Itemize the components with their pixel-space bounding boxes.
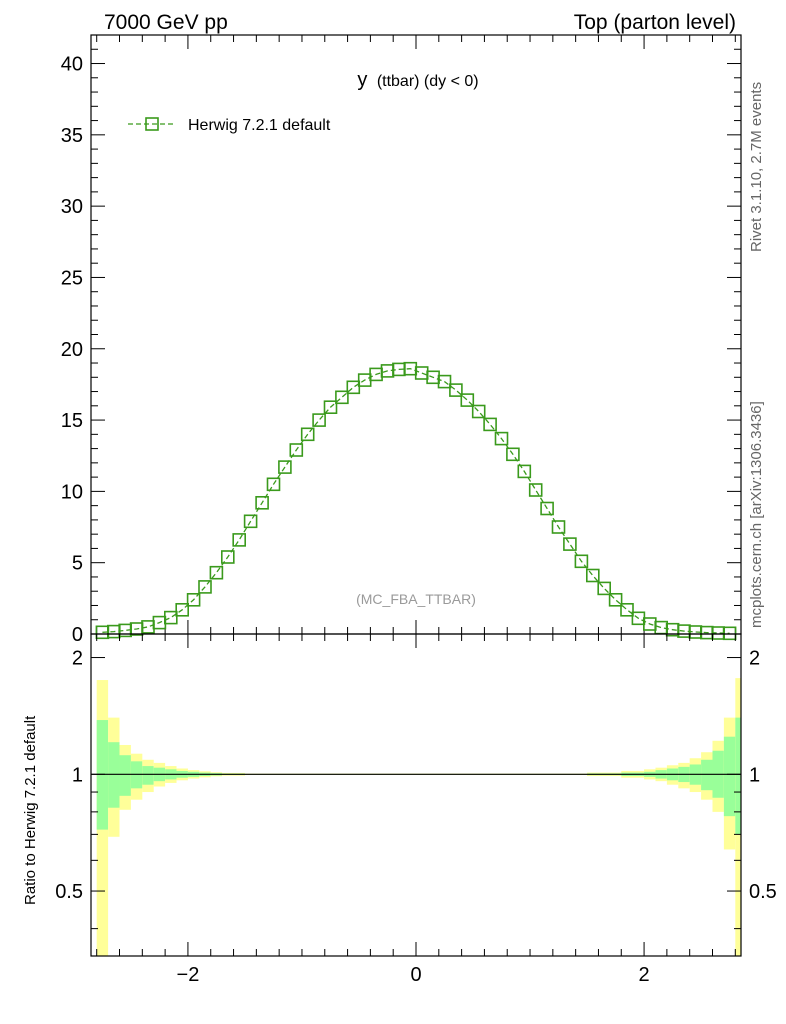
data-point: [186, 592, 201, 607]
data-point: [483, 417, 497, 432]
data-point: [494, 431, 509, 446]
ratio-band-inner: [119, 755, 131, 796]
ratio-y-tick-label-right: 1: [749, 764, 760, 786]
data-point: [563, 537, 577, 551]
data-point: [585, 568, 600, 583]
ratio-band-inner: [701, 759, 713, 791]
ratio-band-inner: [142, 766, 154, 785]
plot-title: y (ttbar) (dy < 0): [357, 69, 478, 91]
ratio-y-tick-label: 0.5: [55, 881, 83, 903]
data-point: [449, 383, 463, 397]
ratio-ylabel: Ratio to Herwig 7.2.1 default: [22, 715, 39, 905]
data-point: [312, 413, 326, 427]
y-tick-label: 20: [61, 339, 83, 361]
data-point: [471, 404, 486, 419]
ratio-y-tick-label: 2: [72, 648, 83, 670]
legend: Herwig 7.2.1 default: [128, 117, 331, 134]
y-tick-label: 5: [72, 553, 83, 575]
legend-label: Herwig 7.2.1 default: [188, 117, 331, 134]
y-tick-label: 10: [61, 481, 83, 503]
x-tick-label: 2: [639, 964, 650, 986]
y-tick-label: 30: [61, 196, 83, 218]
data-point: [460, 393, 475, 407]
ratio-band-inner: [735, 717, 741, 835]
plot-title-rest: (ttbar) (dy < 0): [377, 73, 479, 90]
data-point: [540, 501, 554, 516]
plot-title-main: y: [357, 69, 367, 91]
data-point: [517, 464, 532, 479]
header-left: 7000 GeV pp: [104, 11, 228, 34]
ratio-band-inner: [723, 736, 736, 817]
data-point: [722, 626, 737, 641]
data-point: [323, 400, 338, 415]
y-tick-label: 35: [61, 125, 83, 147]
ratio-y-tick-label-right: 0.5: [749, 881, 777, 903]
data-point: [506, 447, 520, 462]
data-point: [654, 620, 669, 635]
watermark: (MC_FBA_TTBAR): [356, 591, 476, 607]
data-point: [266, 477, 281, 492]
data-point: [574, 554, 589, 569]
data-point: [221, 550, 235, 564]
data-point: [551, 520, 566, 534]
ratio-y-tick-label: 1: [72, 764, 83, 786]
x-tick-label: −2: [177, 964, 200, 986]
data-point: [175, 602, 189, 617]
data-point: [232, 533, 246, 547]
legend-marker: [145, 117, 159, 131]
data-point: [437, 374, 452, 389]
ratio-band-inner: [108, 742, 120, 808]
data-point: [414, 366, 429, 380]
data-point: [620, 602, 634, 617]
y-tick-label: 15: [61, 410, 83, 432]
ratio-y-tick-label-right: 2: [749, 648, 760, 670]
data-point: [278, 460, 292, 474]
ratio-frame: [90, 633, 742, 957]
data-point: [300, 427, 315, 442]
mcplots-label: mcplots.cern.ch [arXiv:1306.3436]: [748, 401, 765, 628]
y-tick-label: 0: [72, 624, 83, 646]
main-panel: 0 5 10 15 20 25 30 35 40 y (ttbar) (dy < 0) Herw…: [61, 34, 742, 646]
data-point: [243, 514, 258, 529]
data-point: [198, 580, 212, 594]
main-ticks: 0 5 10 15 20 25 30 35 40: [61, 34, 741, 646]
data-point: [255, 495, 269, 510]
main-series: [95, 361, 737, 641]
data-point: [164, 610, 178, 625]
header-right: Top (parton level): [574, 11, 736, 34]
rivet-label: Rivet 3.1.10, 2.7M events: [748, 82, 765, 252]
ratio-bands: [96, 678, 741, 956]
data-point: [608, 592, 623, 607]
ratio-ticks: 0.5 0.5 1 1 2 2 −2 0 2: [55, 634, 777, 986]
data-point: [528, 483, 543, 497]
data-point: [141, 620, 155, 634]
y-tick-label: 25: [61, 267, 83, 289]
data-point: [209, 565, 224, 580]
data-point: [335, 390, 349, 405]
data-point: [289, 443, 304, 457]
y-tick-label: 40: [61, 54, 83, 76]
data-point: [346, 380, 361, 395]
data-point: [597, 581, 612, 596]
x-tick-label: 0: [410, 964, 421, 986]
ratio-panel: 0.5 0.5 1 1 2 2 −2 0 2 Ratio to Herwig 7.2.1 def…: [22, 633, 777, 986]
